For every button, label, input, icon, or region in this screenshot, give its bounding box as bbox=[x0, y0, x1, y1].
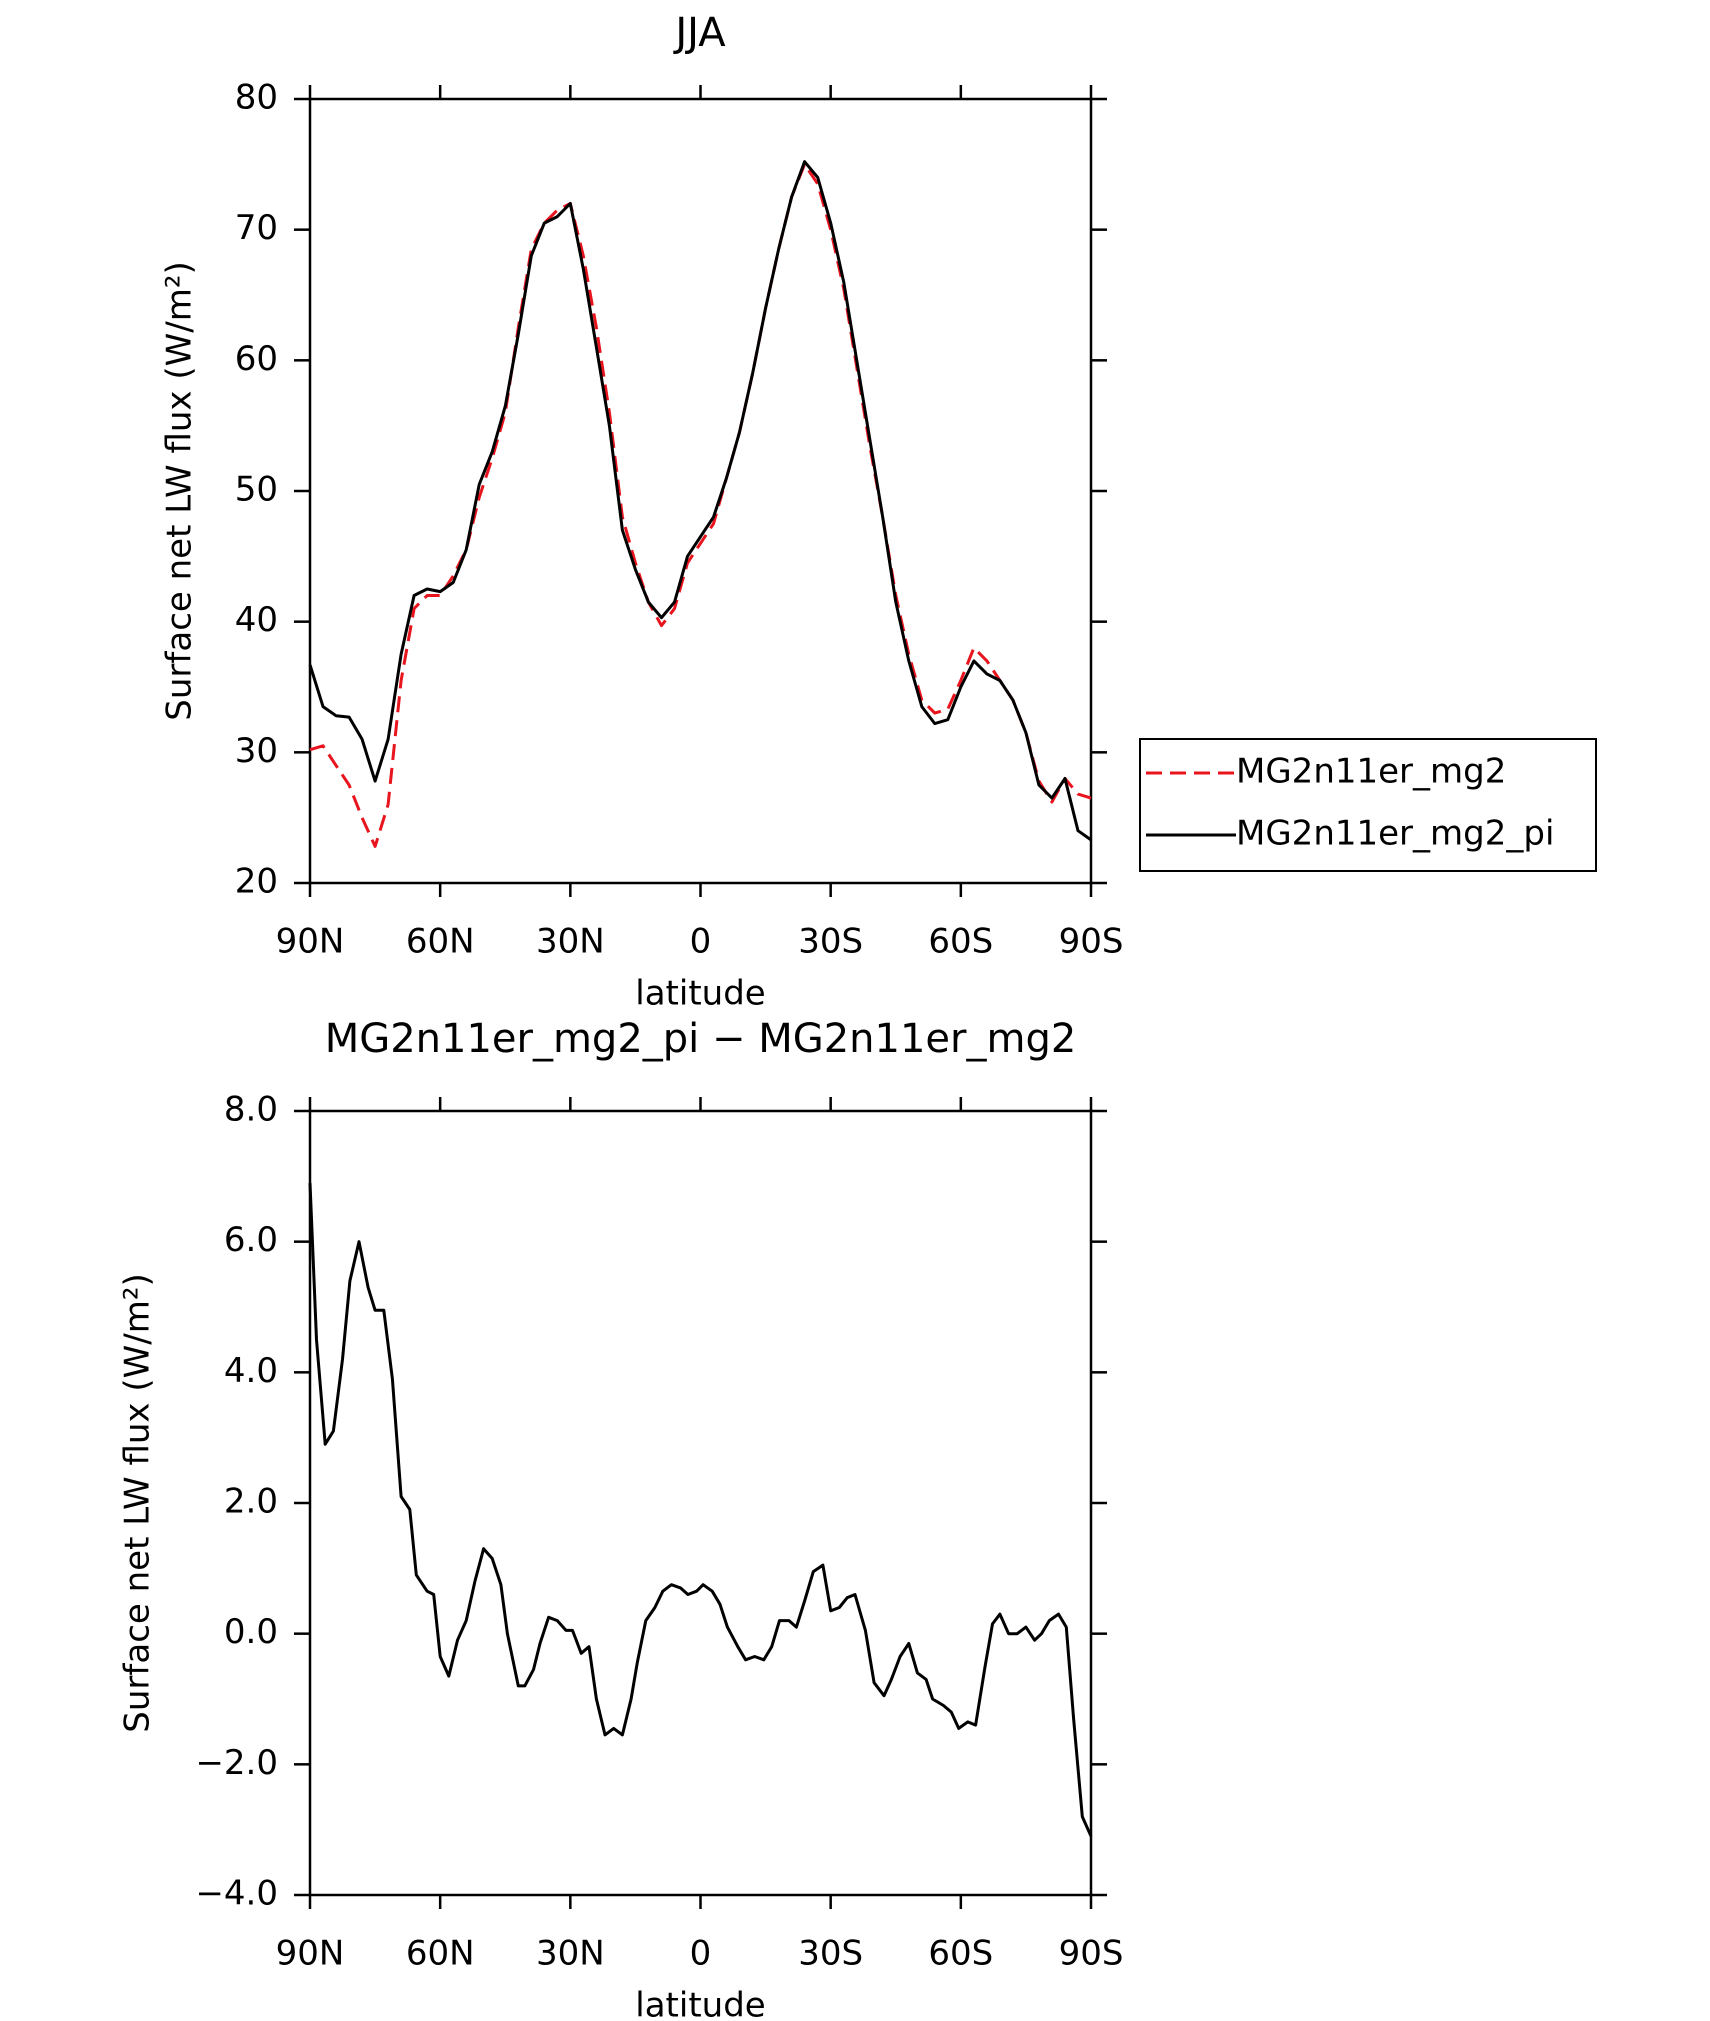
y-tick-label: −2.0 bbox=[195, 1743, 278, 1783]
y-tick-label: 40 bbox=[235, 600, 278, 640]
y-axis-label: Surface net LW flux (W/m²) bbox=[118, 1273, 158, 1732]
chart-title: MG2n11er_mg2_pi − MG2n11er_mg2 bbox=[325, 1016, 1077, 1062]
y-tick-label: 80 bbox=[235, 78, 278, 118]
y-tick-label: 50 bbox=[235, 470, 278, 510]
x-tick-label: 60N bbox=[406, 922, 475, 962]
x-tick-label: 30S bbox=[798, 922, 863, 962]
y-tick-label: 8.0 bbox=[224, 1090, 278, 1130]
y-tick-label: 6.0 bbox=[224, 1220, 278, 1260]
y-tick-label: 30 bbox=[235, 731, 278, 771]
x-tick-label: 0 bbox=[690, 1934, 712, 1974]
x-axis-label: latitude bbox=[635, 1986, 765, 2021]
x-tick-label: 90N bbox=[276, 1934, 345, 1974]
x-tick-label: 60S bbox=[928, 1934, 993, 1974]
x-tick-label: 30N bbox=[536, 922, 605, 962]
x-tick-label: 60N bbox=[406, 1934, 475, 1974]
x-tick-label: 30N bbox=[536, 1934, 605, 1974]
x-tick-label: 90S bbox=[1059, 1934, 1124, 1974]
y-tick-label: 70 bbox=[235, 208, 278, 248]
chart-title: JJA bbox=[672, 10, 726, 56]
plot-frame bbox=[308, 97, 1093, 885]
data-line bbox=[308, 1182, 1093, 1837]
x-axis-label: latitude bbox=[635, 974, 765, 1014]
x-tick-label: 60S bbox=[928, 922, 993, 962]
x-tick-label: 90S bbox=[1059, 922, 1124, 962]
x-tick-label: 90N bbox=[276, 922, 345, 962]
plot-frame bbox=[308, 1109, 1093, 1897]
y-axis-label: Surface net LW flux (W/m²) bbox=[160, 261, 200, 720]
legend-label: MG2n11er_mg2_pi bbox=[1236, 814, 1554, 854]
y-tick-label: 2.0 bbox=[224, 1482, 278, 1522]
x-tick-label: 0 bbox=[690, 922, 712, 962]
y-tick-label: 20 bbox=[235, 862, 278, 902]
y-tick-label: 4.0 bbox=[224, 1351, 278, 1391]
y-tick-label: −4.0 bbox=[195, 1874, 278, 1914]
y-tick-label: 60 bbox=[235, 339, 278, 379]
data-line bbox=[309, 162, 1092, 848]
legend-label: MG2n11er_mg2 bbox=[1236, 752, 1506, 792]
legend-box bbox=[1139, 738, 1597, 872]
y-tick-label: 0.0 bbox=[224, 1612, 278, 1652]
x-tick-label: 30S bbox=[798, 1934, 863, 1974]
data-line bbox=[308, 160, 1092, 842]
